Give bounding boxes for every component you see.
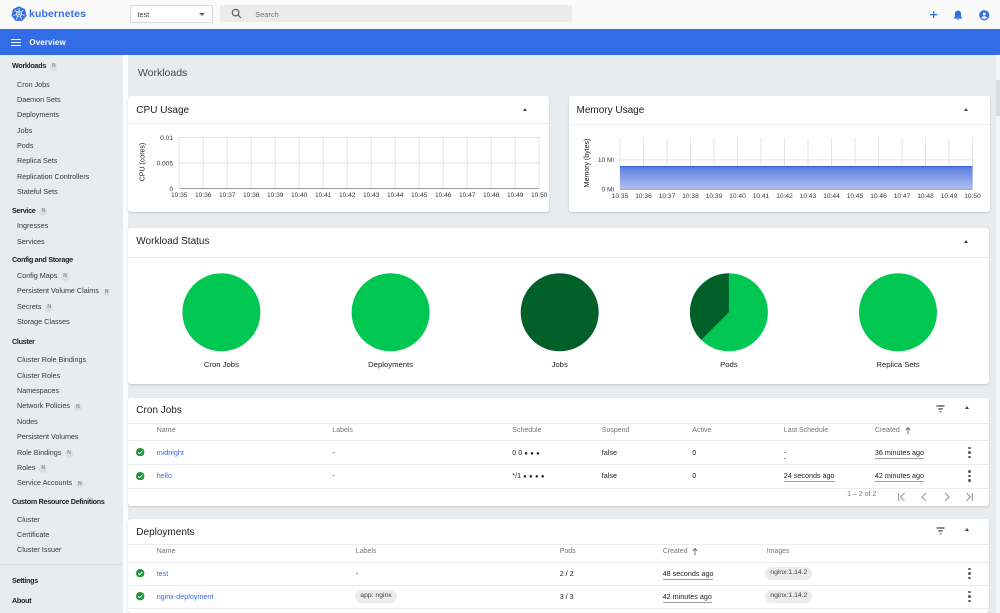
svg-text:10:50: 10:50 xyxy=(531,192,548,199)
svg-text:10:48: 10:48 xyxy=(483,192,500,199)
svg-text:10:38: 10:38 xyxy=(243,192,260,199)
svg-text:Deployments: Deployments xyxy=(368,360,413,369)
svg-text:10:42: 10:42 xyxy=(339,192,356,199)
svg-text:0.01: 0.01 xyxy=(160,135,173,142)
svg-text:10:40: 10:40 xyxy=(729,193,746,200)
svg-text:10 Mi: 10 Mi xyxy=(597,157,614,164)
svg-text:10:45: 10:45 xyxy=(411,192,428,199)
svg-text:10:47: 10:47 xyxy=(459,192,476,199)
svg-text:10:39: 10:39 xyxy=(267,192,284,199)
svg-text:0: 0 xyxy=(170,186,174,193)
svg-text:Replica Sets: Replica Sets xyxy=(877,360,920,369)
svg-text:10:36: 10:36 xyxy=(635,193,652,200)
svg-text:10:46: 10:46 xyxy=(435,192,452,199)
svg-text:0.005: 0.005 xyxy=(157,160,174,167)
svg-text:10:37: 10:37 xyxy=(658,193,675,200)
svg-text:Cron Jobs: Cron Jobs xyxy=(204,360,239,369)
svg-text:10:47: 10:47 xyxy=(893,193,910,200)
svg-text:10:44: 10:44 xyxy=(823,193,840,200)
svg-text:10:38: 10:38 xyxy=(682,193,699,200)
svg-text:10:44: 10:44 xyxy=(387,192,404,199)
svg-text:10:37: 10:37 xyxy=(219,192,236,199)
svg-text:10:42: 10:42 xyxy=(776,193,793,200)
svg-text:10:48: 10:48 xyxy=(917,193,934,200)
svg-text:10:39: 10:39 xyxy=(705,193,722,200)
svg-text:10:49: 10:49 xyxy=(940,193,957,200)
svg-text:10:46: 10:46 xyxy=(870,193,887,200)
svg-text:10:45: 10:45 xyxy=(846,193,863,200)
svg-text:10:36: 10:36 xyxy=(195,192,212,199)
svg-text:CPU (cores): CPU (cores) xyxy=(140,143,147,182)
svg-text:10:41: 10:41 xyxy=(752,193,769,200)
svg-text:10:43: 10:43 xyxy=(799,193,816,200)
svg-text:10:49: 10:49 xyxy=(507,192,524,199)
svg-text:10:35: 10:35 xyxy=(611,193,628,200)
svg-text:10:40: 10:40 xyxy=(291,192,308,199)
svg-text:Jobs: Jobs xyxy=(552,360,568,369)
svg-text:Memory (bytes): Memory (bytes) xyxy=(584,139,591,188)
svg-text:10:50: 10:50 xyxy=(964,193,981,200)
svg-text:10:41: 10:41 xyxy=(315,192,332,199)
svg-text:0 Mi: 0 Mi xyxy=(601,187,614,194)
svg-text:Pods: Pods xyxy=(720,360,738,369)
svg-text:10:43: 10:43 xyxy=(363,192,380,199)
svg-text:10:35: 10:35 xyxy=(171,192,188,199)
